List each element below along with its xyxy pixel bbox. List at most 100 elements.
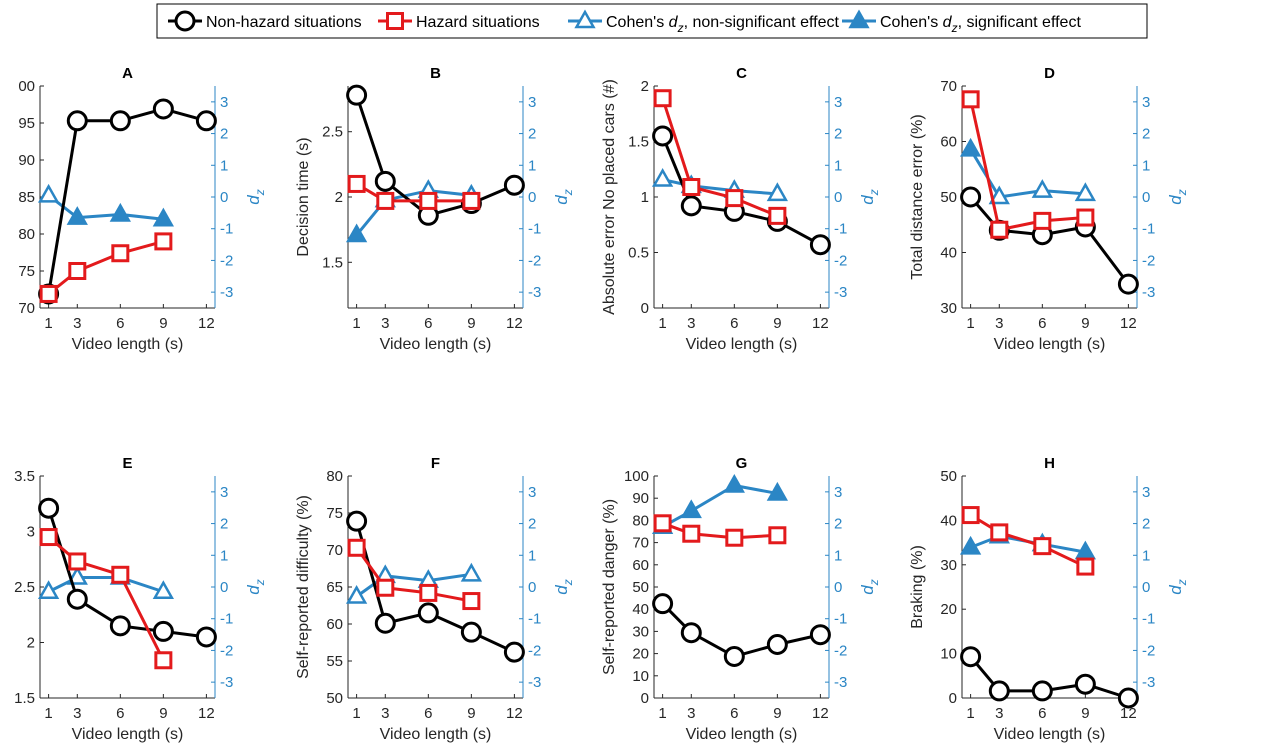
y-axis-label: Absolute error No placed cars (#): [601, 79, 618, 315]
data-point: [959, 535, 982, 555]
data-point: [39, 284, 58, 303]
y-tick-label: 2.5: [14, 579, 35, 596]
series-line: [969, 98, 1086, 232]
x-axis-label: Video length (s): [380, 336, 492, 353]
data-point: [1033, 537, 1052, 556]
legend-entry: Cohen's dz, significant effect: [842, 9, 1081, 35]
data-point: [1076, 208, 1095, 227]
y2-tick-label: 3: [528, 94, 536, 111]
x-tick-label: 3: [687, 315, 695, 332]
data-point: [652, 125, 674, 147]
x-tick-label: 6: [424, 315, 432, 332]
data-point: [460, 562, 483, 582]
x-tick-label: 6: [1038, 315, 1046, 332]
y-tick-label: 50: [940, 189, 957, 206]
series-line: [662, 178, 778, 196]
x-tick-label: 6: [116, 315, 124, 332]
data-point: [680, 195, 702, 217]
data-point: [347, 174, 366, 193]
series-line: [661, 484, 778, 529]
y2-tick-label: -2: [528, 642, 541, 659]
data-point: [809, 234, 831, 256]
data-point: [66, 565, 88, 585]
data-point: [1033, 211, 1052, 230]
y2-tick-label: 1: [528, 157, 536, 174]
x-tick-label: 3: [687, 705, 695, 722]
y2-tick-label: 2: [528, 126, 536, 143]
y2-tick-label: -1: [834, 221, 847, 238]
x-tick-label: 1: [966, 705, 974, 722]
data-point: [1074, 673, 1096, 695]
data-point: [988, 680, 1010, 702]
x-tick-label: 6: [424, 705, 432, 722]
y2-tick-label: -2: [1142, 252, 1155, 269]
data-point: [960, 186, 982, 208]
y2-tick-label: 0: [528, 579, 536, 596]
y-tick-label: 65: [326, 579, 343, 596]
data-point: [959, 137, 982, 157]
y-tick-label: 70: [18, 300, 35, 317]
series-line: [969, 148, 1086, 199]
y2-tick-label: -1: [1142, 221, 1155, 238]
data-point: [990, 220, 1009, 239]
y2-tick-label: -1: [528, 611, 541, 628]
data-point: [988, 185, 1010, 205]
y-axis-label: Decision time (s): [295, 137, 312, 256]
y-tick-label: 1.5: [322, 254, 343, 271]
data-point: [725, 528, 744, 547]
panel-title: H: [1044, 455, 1055, 472]
data-point: [154, 232, 173, 251]
y-tick-label: 70: [326, 542, 343, 559]
data-point: [766, 633, 788, 655]
y2-tick-label: 3: [220, 94, 228, 111]
x-tick-label: 9: [773, 705, 781, 722]
series-non-hazard: [38, 497, 217, 648]
y-tick-label: 00: [18, 78, 35, 95]
data-point: [376, 578, 395, 597]
y-axis-label: Braking (%): [909, 545, 926, 629]
y2-tick-label: 2: [528, 516, 536, 533]
legend-entry: Hazard situations: [378, 12, 540, 31]
data-point: [68, 262, 87, 280]
y2-tick-label: 3: [528, 484, 536, 501]
y2-tick-label: -3: [834, 674, 847, 691]
series-hazard: [961, 506, 1095, 576]
data-point: [347, 538, 366, 557]
y2-tick-label: 0: [220, 189, 228, 206]
y2-tick-label: -3: [528, 284, 541, 301]
y-tick-label: 55: [326, 653, 343, 670]
x-axis-label: Video length (s): [72, 726, 184, 743]
data-point: [503, 174, 525, 196]
data-point: [109, 110, 131, 132]
y2-axis-label: dz: [552, 189, 575, 204]
y-tick-label: 1: [641, 189, 649, 206]
y2-tick-label: -2: [220, 642, 233, 659]
x-tick-label: 9: [1081, 705, 1089, 722]
y-tick-label: 60: [326, 616, 343, 633]
y-tick-label: 0: [641, 300, 649, 317]
y2-tick-label: 1: [528, 547, 536, 564]
data-point: [682, 524, 701, 543]
y2-tick-label: 1: [834, 547, 842, 564]
y-tick-label: 3.5: [14, 468, 35, 485]
y2-tick-label: -1: [1142, 611, 1155, 628]
y-tick-label: 95: [18, 115, 35, 132]
panel-title: F: [431, 455, 440, 472]
legend-label: Non-hazard situations: [206, 14, 362, 31]
y2-tick-label: 0: [1142, 189, 1150, 206]
y-tick-label: 2: [27, 635, 35, 652]
series-non-hazard: [346, 510, 525, 663]
data-point: [345, 223, 368, 243]
x-tick-label: 1: [966, 315, 974, 332]
data-point: [723, 473, 745, 493]
data-point: [460, 621, 482, 643]
series-line: [969, 513, 1087, 568]
data-point: [154, 651, 173, 670]
x-tick-label: 12: [1120, 315, 1137, 332]
data-point: [109, 202, 131, 222]
data-point: [37, 580, 60, 600]
data-point: [38, 497, 60, 519]
series-line: [355, 572, 472, 598]
